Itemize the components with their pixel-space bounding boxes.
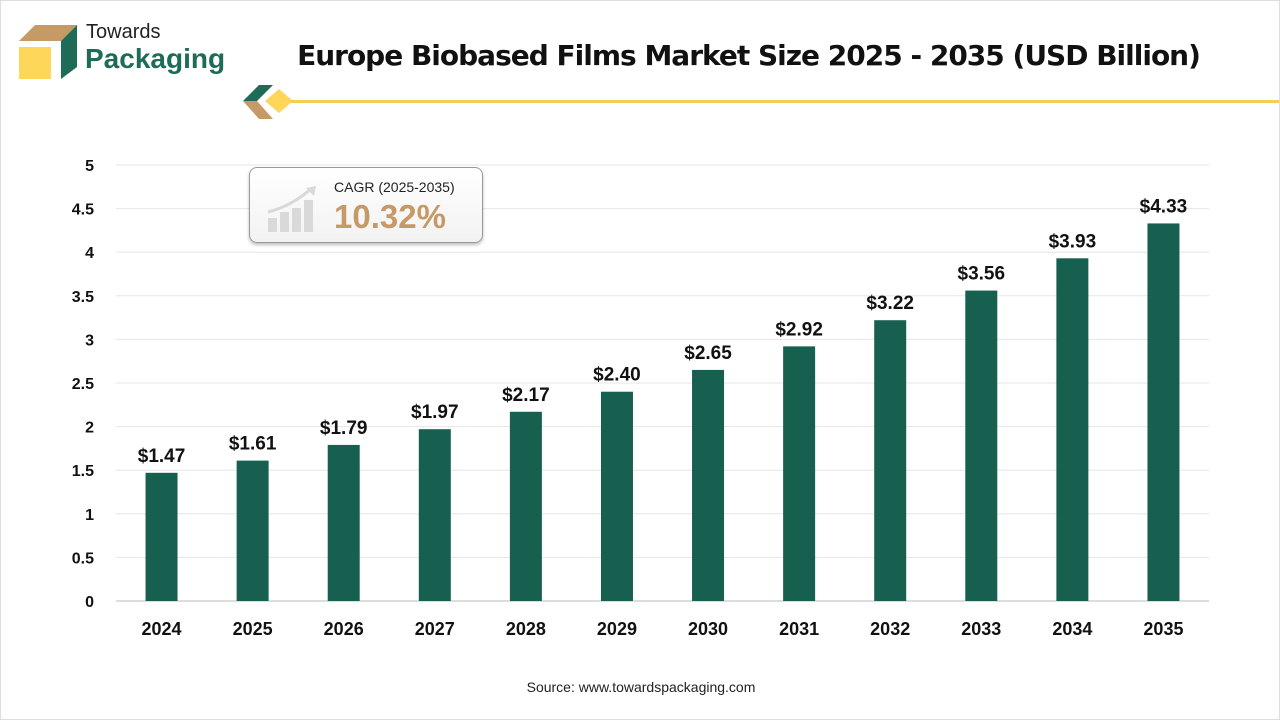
- data-label: $2.92: [775, 319, 823, 340]
- bar-2029: [600, 391, 633, 601]
- x-tick-label: 2025: [233, 619, 273, 639]
- bar-2028: [509, 411, 542, 601]
- title-underline-decoration: [243, 85, 1279, 119]
- logo-text-towards: Towards: [86, 21, 161, 43]
- x-tick-label: 2033: [961, 619, 1001, 639]
- data-label: $1.47: [138, 446, 186, 467]
- data-label: $3.56: [958, 264, 1006, 285]
- growth-bar-chart-icon: [267, 186, 316, 232]
- x-tick-label: 2032: [870, 619, 910, 639]
- data-label: $2.65: [684, 343, 732, 364]
- y-tick-label: 0.5: [72, 550, 94, 567]
- data-label: $2.17: [502, 385, 550, 406]
- bar-2031: [783, 346, 816, 601]
- x-tick-label: 2024: [142, 619, 182, 639]
- y-tick-label: 3: [85, 332, 94, 349]
- bar-2035: [1147, 223, 1180, 601]
- y-tick-label: 5: [85, 158, 94, 175]
- x-tick-label: 2026: [324, 619, 364, 639]
- data-label: $4.33: [1140, 196, 1188, 217]
- y-tick-label: 4: [85, 245, 94, 262]
- y-tick-label: 2: [85, 420, 94, 437]
- y-tick-label: 0: [85, 594, 94, 611]
- data-label: $1.97: [411, 402, 459, 423]
- logo-text-packaging: Packaging: [85, 43, 226, 74]
- source-text: Source: www.towardspackaging.com: [526, 679, 756, 695]
- bar-2032: [874, 320, 907, 601]
- bar-2027: [418, 429, 451, 601]
- logo-box-icon: [19, 25, 77, 79]
- x-tick-label: 2027: [415, 619, 455, 639]
- cagr-label: CAGR (2025-2035): [334, 179, 455, 195]
- cagr-callout: CAGR (2025-2035) 10.32%: [249, 167, 483, 243]
- data-label: $3.93: [1049, 231, 1097, 252]
- bar-2025: [236, 460, 269, 601]
- cagr-value: 10.32%: [334, 198, 446, 235]
- data-label: $1.61: [229, 434, 277, 455]
- y-tick-label: 1: [85, 507, 94, 524]
- y-tick-label: 4.5: [72, 202, 94, 219]
- bar-2024: [145, 472, 178, 601]
- bar-2033: [965, 290, 998, 601]
- bar-2026: [327, 444, 360, 601]
- x-tick-label: 2035: [1143, 619, 1183, 639]
- bar-2030: [692, 369, 725, 601]
- y-tick-label: 3.5: [72, 289, 94, 306]
- x-tick-label: 2030: [688, 619, 728, 639]
- data-label: $1.79: [320, 418, 368, 439]
- y-tick-label: 1.5: [72, 463, 94, 480]
- chart-title: Europe Biobased Films Market Size 2025 -…: [297, 39, 1201, 72]
- data-label: $3.22: [866, 293, 914, 314]
- x-tick-label: 2031: [779, 619, 819, 639]
- x-tick-label: 2028: [506, 619, 546, 639]
- bar-2034: [1056, 258, 1089, 601]
- data-label: $2.40: [593, 365, 641, 386]
- y-tick-label: 2.5: [72, 376, 94, 393]
- x-tick-label: 2029: [597, 619, 637, 639]
- x-tick-label: 2034: [1052, 619, 1092, 639]
